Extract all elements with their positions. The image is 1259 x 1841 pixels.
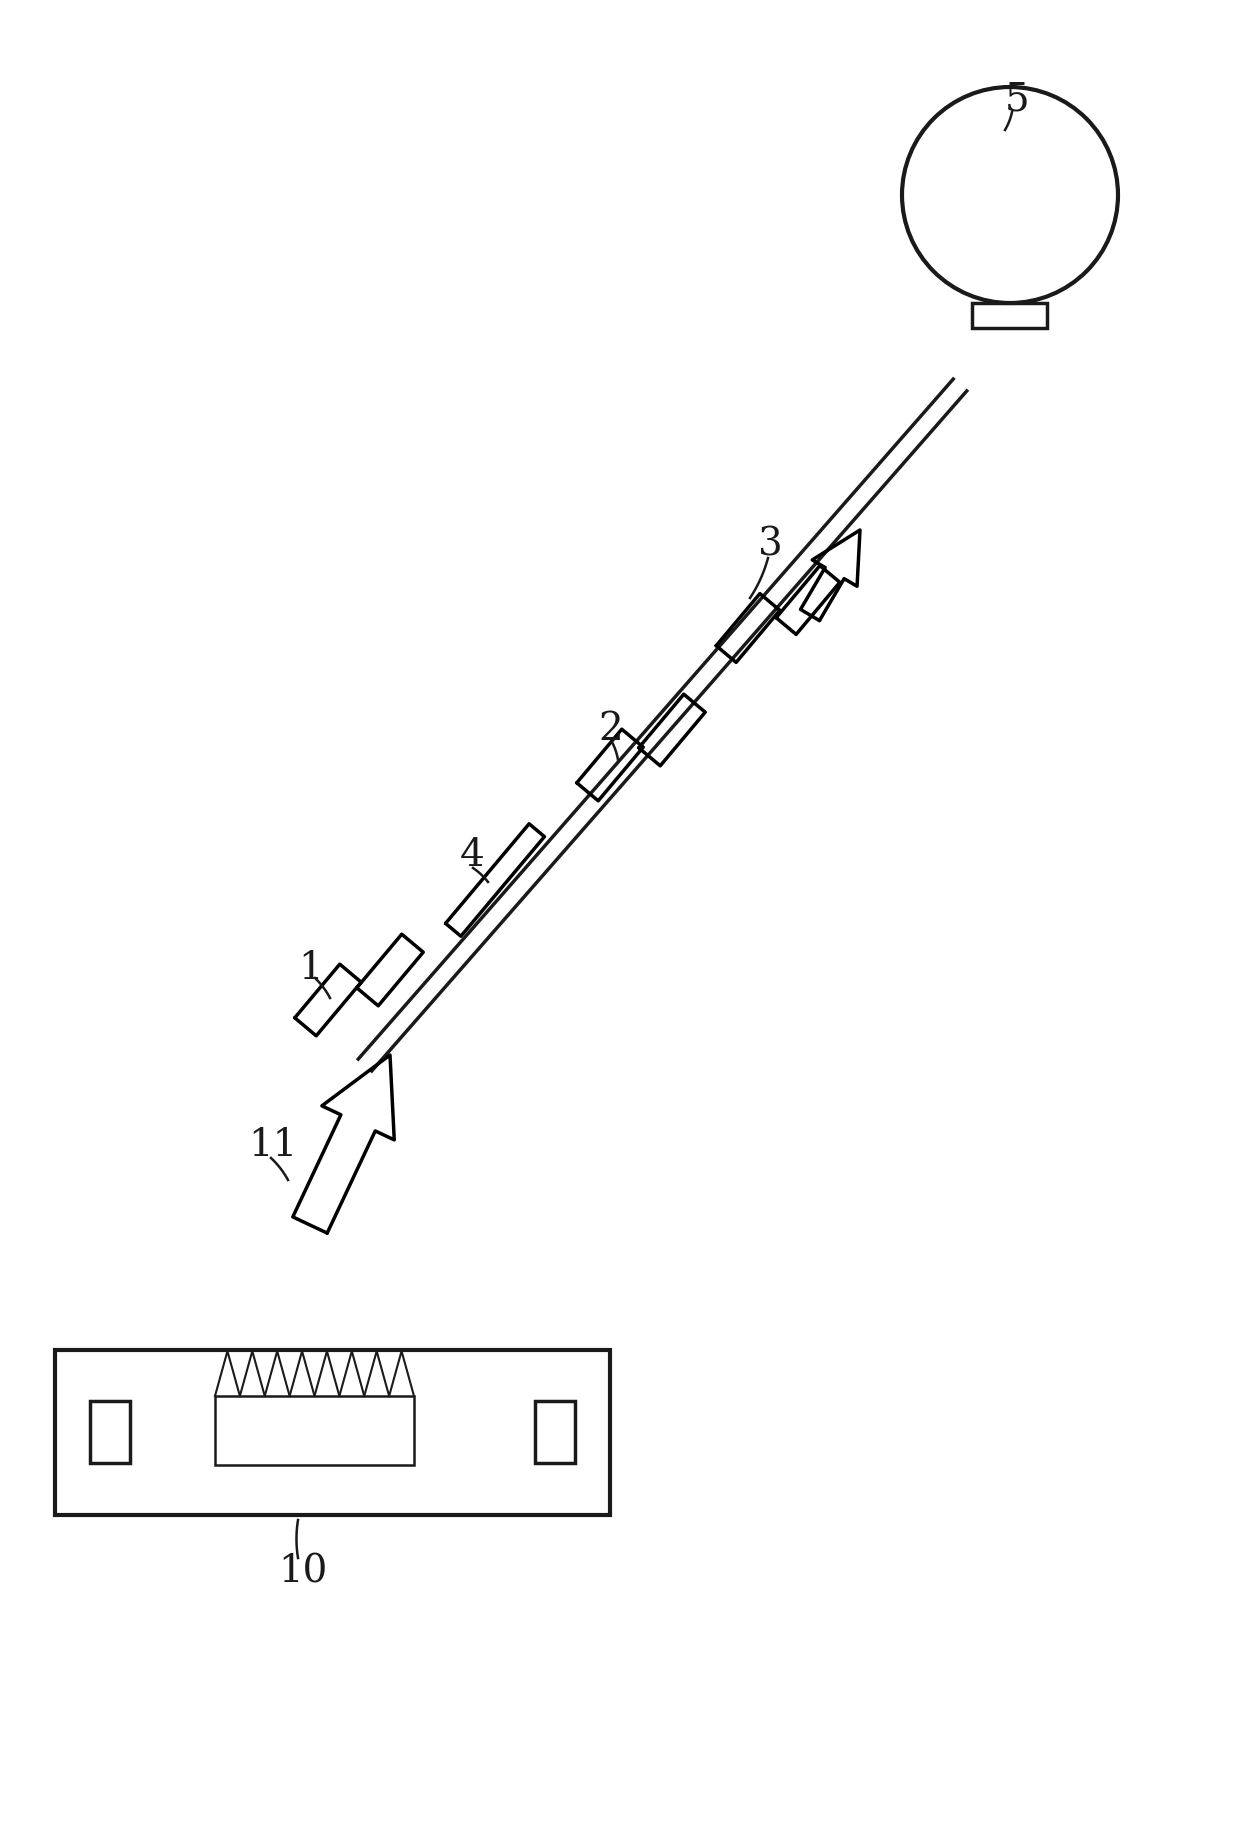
Bar (215, 1395, 414, 1465)
Text: 5: 5 (1005, 81, 1030, 118)
Text: 11: 11 (248, 1127, 297, 1164)
Bar (55, 1349, 611, 1515)
Text: 2: 2 (598, 711, 623, 749)
Text: 4: 4 (460, 836, 485, 873)
Bar (535, 1401, 575, 1464)
Bar (972, 304, 1047, 328)
Text: 1: 1 (298, 950, 322, 987)
Text: 3: 3 (758, 527, 783, 563)
Text: 10: 10 (278, 1554, 327, 1591)
Bar (89, 1401, 130, 1464)
